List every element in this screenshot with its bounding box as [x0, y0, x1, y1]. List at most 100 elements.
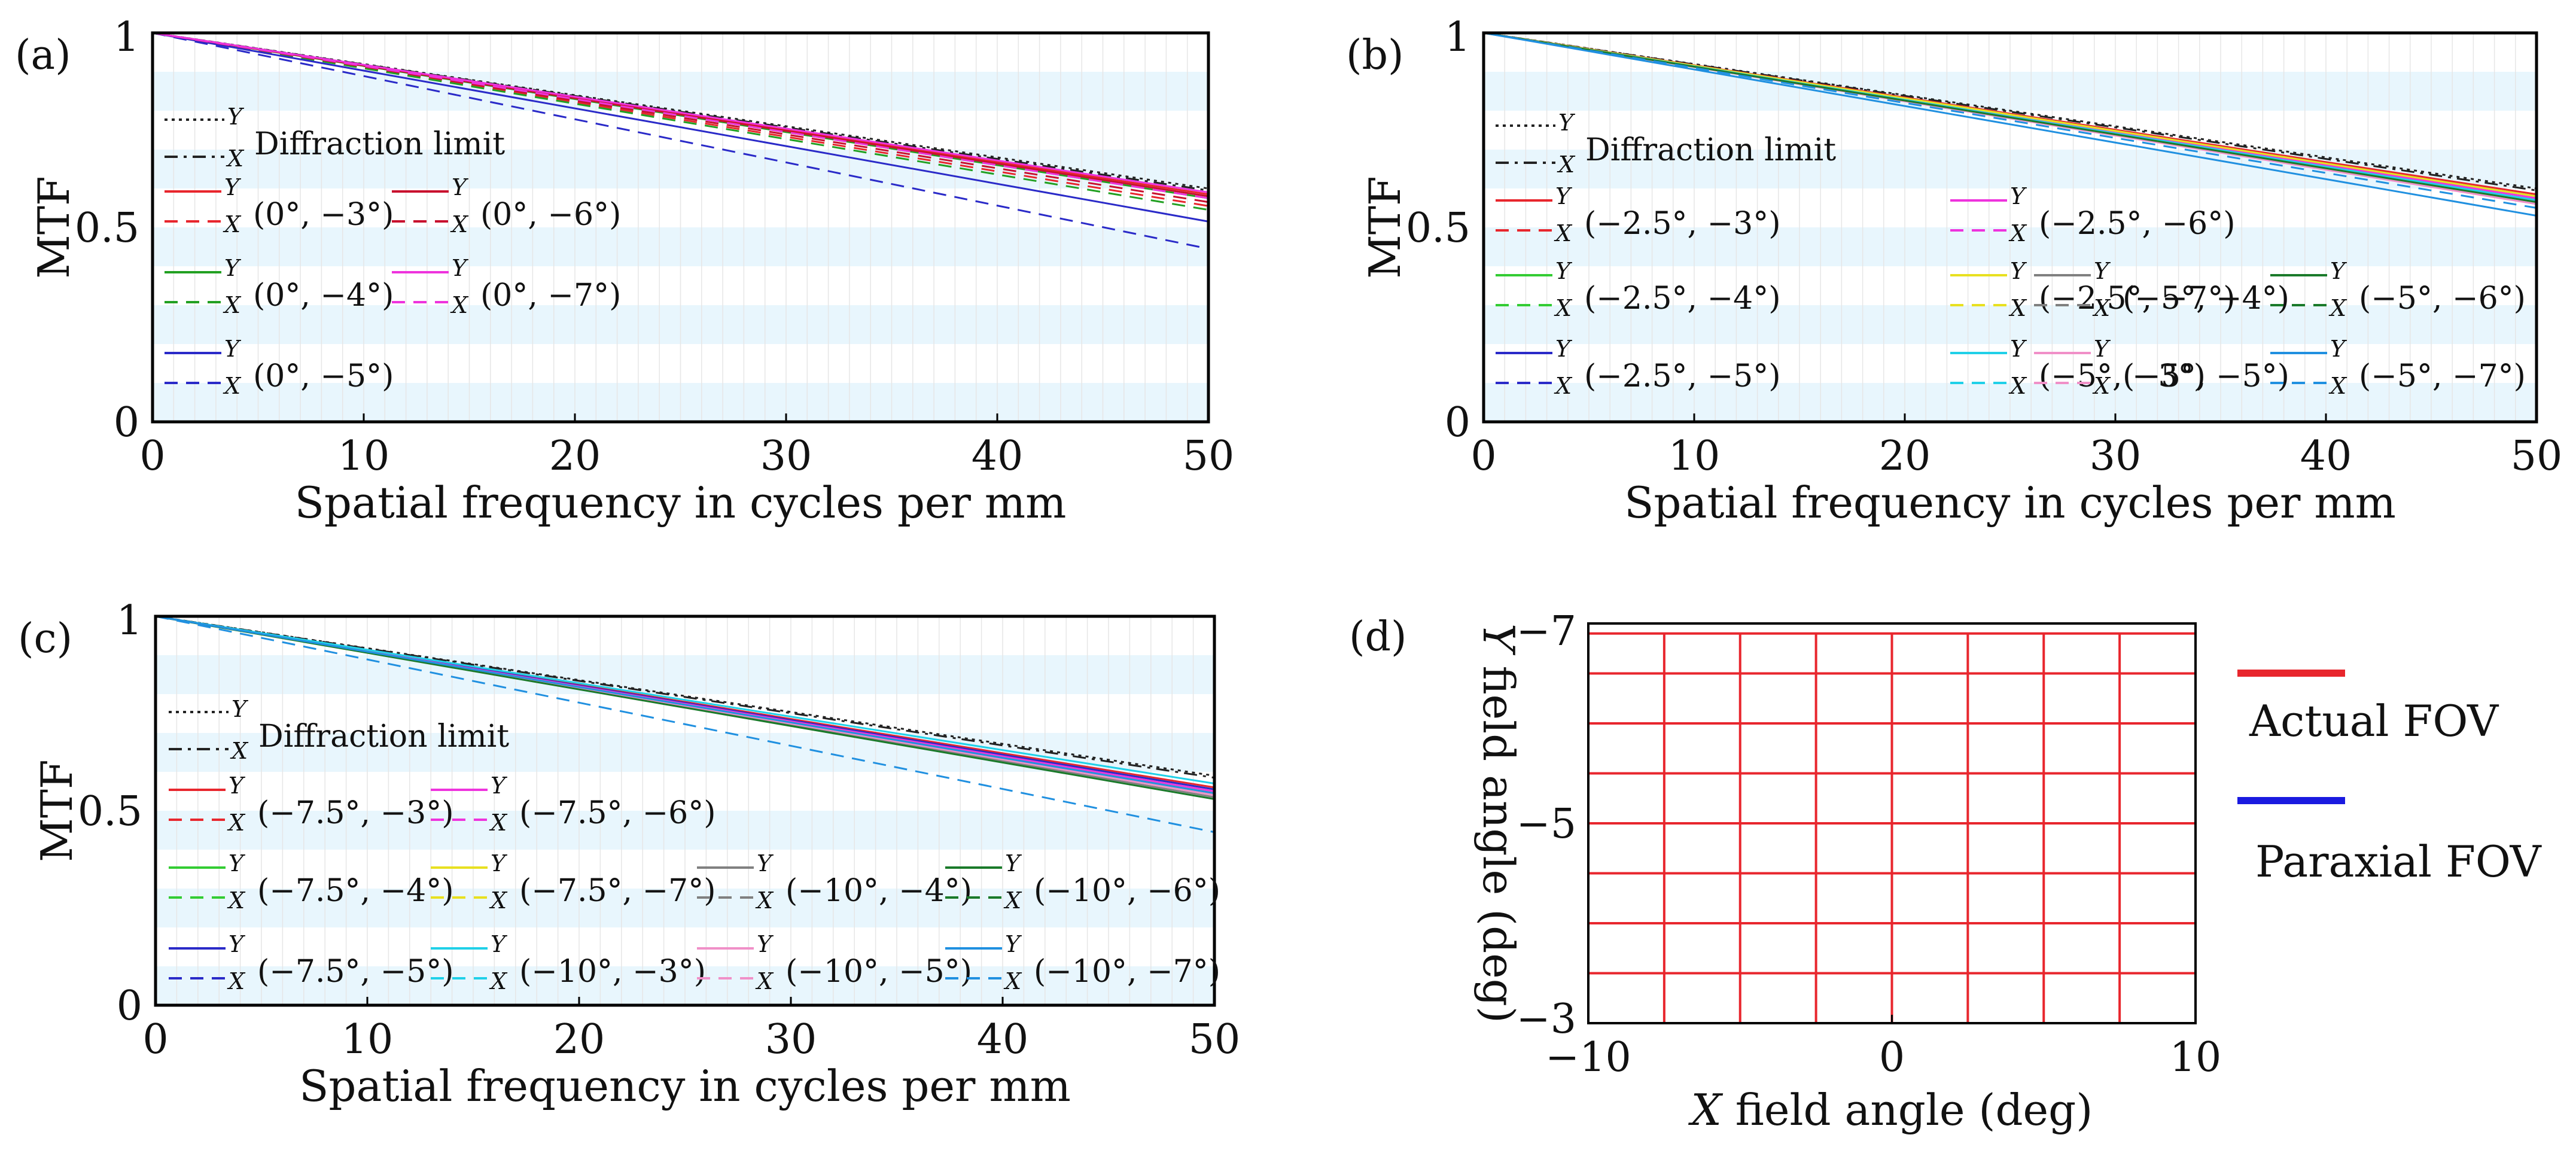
series-line-11	[1483, 32, 2537, 217]
x-tick-label: 40	[972, 433, 1024, 480]
legend-y-marker: Y	[229, 772, 246, 799]
series-line-11	[152, 32, 1209, 199]
legend-label-3: (0°, −7°)	[480, 278, 621, 314]
legend-x-marker: X	[227, 810, 246, 836]
x-tick-label: 0	[1879, 1034, 1905, 1081]
legend-x-marker: X	[2008, 220, 2027, 247]
panel-c: 0 10 20 30 40 50 0 0.5 1 Spatial frequency in cyc…	[18, 597, 1240, 1111]
x-tick-label: 10	[338, 433, 390, 480]
y-axis-label: Y field angle (deg)	[1473, 623, 1524, 1023]
legend-label-2: (−2.5°, −4°)	[1584, 281, 1781, 317]
x-tick-label: 10	[2170, 1034, 2222, 1081]
x-tick-label: 30	[765, 1016, 817, 1063]
legend-label-5: (−10°, −6°)	[1034, 873, 1220, 909]
legend-label-5: (−5°, −6°)	[2359, 281, 2526, 317]
y-tick-label: 1	[117, 597, 142, 644]
x-tick-label: −10	[1545, 1034, 1631, 1081]
legend-label-1: (0°, −6°)	[480, 197, 621, 233]
legend-y-marker: Y	[1005, 850, 1022, 877]
legend-x-marker: X	[1554, 373, 1573, 399]
legend-y-marker: Y	[224, 255, 242, 281]
legend-y-marker: Y	[2010, 258, 2027, 284]
legend-x-marker: X	[223, 211, 242, 238]
legend-y-marker: Y	[757, 931, 774, 957]
legend-label-0: (−2.5°, −3°)	[1584, 206, 1781, 242]
legend-label-6: (−7.5°, −5°)	[257, 954, 454, 990]
legend-y-marker: Y	[229, 931, 246, 957]
legend-x-marker: X	[223, 292, 242, 318]
legend-label-0: (0°, −3°)	[253, 197, 394, 233]
series-line-12	[155, 615, 1215, 833]
y-tick-label: 1	[114, 14, 139, 61]
series-line-7	[152, 32, 1209, 250]
legend-y-marker: Y	[224, 336, 242, 362]
legend-x-marker: X	[230, 738, 249, 764]
panel-d: −10 0 10−7−5−3X field angle (deg)Y field a…	[1349, 608, 2542, 1135]
legend-label-9: (−10°, −7°)	[1034, 954, 1220, 990]
x-tick-label: 30	[2090, 433, 2142, 480]
y-tick-label: 0.5	[75, 205, 139, 252]
y-tick-label: −3	[1517, 996, 1576, 1043]
legend-x-marker: X	[450, 292, 469, 318]
series-line-0	[1483, 32, 2537, 190]
legend-label-7: (−10°, −3°)	[519, 954, 706, 990]
legend-label-9: (−5°, −7°)	[2359, 358, 2526, 394]
series-line-1	[155, 615, 1215, 779]
y-axis-text: field angle (deg)	[1473, 652, 1524, 1023]
legend-label-2: (−7.5°, −4°)	[257, 873, 454, 909]
legend-label-7: (−5°, −3°)	[2039, 358, 2206, 394]
x-tick-label: 20	[549, 433, 601, 480]
legend-x-marker: X	[450, 211, 469, 238]
legend-label-6: (−2.5°, −5°)	[1584, 358, 1781, 394]
panel-b: 0 10 20 30 40 50 0 0.5 1 Spatial frequency in cyc…	[1346, 14, 2562, 528]
y-axis-label: MTF	[32, 759, 82, 862]
x-tick-label: 20	[1879, 433, 1931, 480]
legend-x-marker: X	[1003, 968, 1022, 994]
legend-x-marker: X	[2092, 295, 2111, 321]
legend-y-marker: Y	[229, 850, 246, 877]
x-axis-label: X field angle (deg)	[1688, 1085, 2093, 1135]
legend-x-marker: X	[755, 968, 774, 994]
legend-y-marker: Y	[1555, 336, 1573, 362]
legend-title: Diffraction limit	[254, 126, 505, 162]
legend-x-marker: X	[226, 145, 245, 172]
legend-label-8: (−10°, −5°)	[785, 954, 972, 990]
legend-y-marker: Y	[452, 174, 469, 200]
x-tick-label: 50	[2511, 433, 2563, 480]
series-line-10	[1483, 32, 2537, 203]
legend-label-4: (−5°, −4°)	[2123, 281, 2289, 317]
legend-y-marker: Y	[224, 174, 242, 200]
legend-y-marker: Y	[1005, 931, 1022, 957]
legend-x-marker: X	[2008, 295, 2027, 321]
x-tick-label: 40	[977, 1016, 1029, 1063]
x-tick-label: 0	[1470, 433, 1496, 480]
x-tick-label: 50	[1183, 433, 1235, 480]
series-line-10	[152, 32, 1209, 193]
x-tick-label: 30	[760, 433, 812, 480]
legend-y-marker: Y	[232, 696, 249, 722]
x-axis-var: X	[1688, 1085, 1724, 1135]
y-tick-label: −7	[1517, 608, 1576, 655]
legend-y-marker: Y	[1555, 183, 1573, 209]
legend-x-marker: X	[1003, 887, 1022, 914]
y-axis-var: Y	[1473, 623, 1524, 656]
legend-label-3: (−7.5°, −7°)	[519, 873, 716, 909]
legend-y-marker: Y	[491, 931, 508, 957]
legend-label-1: (−7.5°, −6°)	[519, 795, 716, 831]
legend-y-marker: Y	[2010, 183, 2027, 209]
legend-x-marker: X	[1554, 295, 1573, 321]
legend-label-4: (0°, −5°)	[253, 358, 394, 394]
legend-x-marker: X	[2328, 373, 2347, 399]
legend-y-marker: Y	[491, 772, 508, 799]
series-line-0	[152, 32, 1209, 190]
series-line-6	[152, 32, 1209, 223]
legend-y-marker: Y	[2330, 336, 2347, 362]
legend-x-marker: X	[227, 887, 246, 914]
y-axis-label: MTF	[1360, 176, 1410, 279]
x-axis-label: Spatial frequency in cycles per mm	[1624, 477, 2396, 528]
legend-label-1: (−2.5°, −6°)	[2039, 206, 2236, 242]
legend-y-marker: Y	[452, 255, 469, 281]
series-line-5	[152, 32, 1209, 211]
